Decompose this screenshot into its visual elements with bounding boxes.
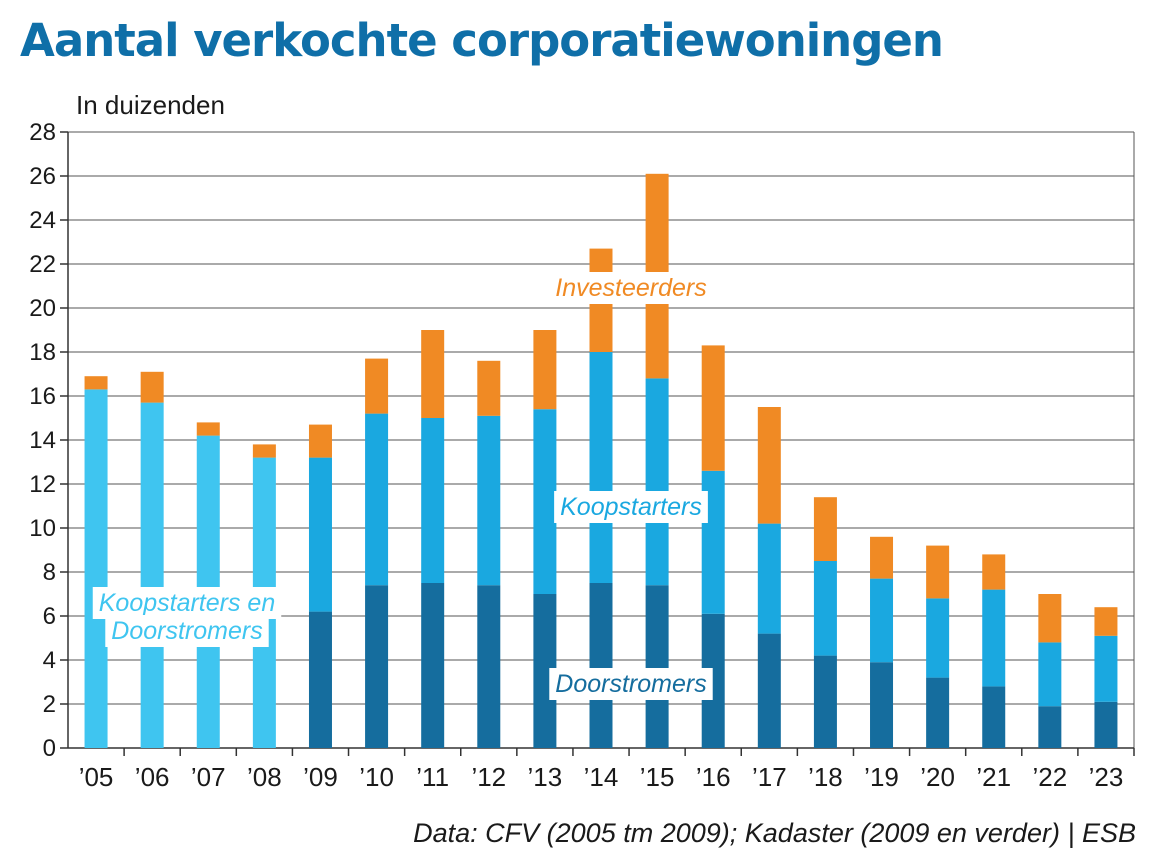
y-tick-label: 4 — [43, 647, 56, 674]
x-tick-label: ’12 — [471, 762, 506, 792]
bar-segment-doorstromers — [477, 585, 501, 748]
bar-segment-investeerders — [252, 444, 276, 458]
bar-segment-koopstarters — [1094, 635, 1118, 702]
bar-segment-doorstromers — [645, 585, 669, 748]
bar-segment-doorstromers — [533, 594, 557, 748]
y-axis-unit-label: In duizenden — [76, 90, 225, 120]
bar-segment-combined — [140, 402, 164, 748]
bar-segment-investeerders — [477, 360, 501, 416]
x-tick-label: ’10 — [359, 762, 394, 792]
y-tick-label: 12 — [29, 471, 56, 498]
bar-segment-investeerders — [870, 536, 894, 579]
y-tick-label: 22 — [29, 251, 56, 278]
bar-segment-koopstarters — [813, 561, 837, 656]
bar-segment-investeerders — [140, 371, 164, 403]
annotation-background — [549, 272, 713, 304]
bar-segment-doorstromers — [870, 662, 894, 748]
annotation-background — [554, 491, 708, 523]
y-tick-label: 2 — [43, 691, 56, 718]
bar-segment-investeerders — [701, 345, 725, 471]
y-tick-label: 14 — [29, 427, 56, 454]
bar-segment-doorstromers — [1094, 701, 1118, 748]
x-tick-label: ’15 — [640, 762, 675, 792]
bar-segment-koopstarters — [533, 409, 557, 594]
x-tick-label: ’18 — [808, 762, 843, 792]
y-tick-label: 10 — [29, 515, 56, 542]
y-tick-label: 0 — [43, 735, 56, 762]
bar-segment-doorstromers — [421, 583, 445, 748]
bar-segment-doorstromers — [757, 633, 781, 748]
series-annotation: Investeerders — [555, 274, 706, 302]
annotation-background — [105, 615, 269, 647]
bar-segment-koopstarters — [757, 523, 781, 634]
y-tick-label: 28 — [29, 119, 56, 146]
bar-segment-doorstromers — [701, 613, 725, 748]
y-tick-label: 20 — [29, 295, 56, 322]
bar-segment-investeerders — [365, 358, 389, 414]
x-tick-label: ’13 — [528, 762, 563, 792]
y-tick-label: 26 — [29, 163, 56, 190]
bar-segment-doorstromers — [589, 583, 613, 748]
bar-segment-doorstromers — [308, 611, 332, 748]
bar-segment-koopstarters — [421, 418, 445, 583]
bar-segment-investeerders — [982, 554, 1006, 590]
series-annotation: Koopstarters — [560, 493, 702, 521]
bar-segment-doorstromers — [1038, 706, 1062, 748]
bar-segment-koopstarters — [589, 352, 613, 583]
y-tick-label: 24 — [29, 207, 56, 234]
bar-segment-combined — [84, 389, 108, 748]
annotation-background — [92, 587, 282, 619]
x-tick-label: ’08 — [247, 762, 282, 792]
bar-segment-koopstarters — [982, 589, 1006, 687]
bar-segment-investeerders — [421, 330, 445, 418]
x-tick-label: ’16 — [696, 762, 731, 792]
bar-segment-investeerders — [1094, 607, 1118, 636]
annotation-background — [549, 668, 713, 700]
x-tick-label: ’19 — [864, 762, 899, 792]
bar-segment-koopstarters — [308, 457, 332, 612]
series-annotation: Koopstarters en — [99, 589, 276, 617]
bar-segment-koopstarters — [365, 413, 389, 586]
bar-segment-investeerders — [926, 545, 950, 599]
bar-segment-koopstarters — [870, 578, 894, 663]
bar-segment-investeerders — [196, 422, 220, 436]
source-note: Data: CFV (2005 tm 2009); Kadaster (2009… — [413, 818, 1136, 848]
bar-segment-investeerders — [308, 424, 332, 458]
x-tick-label: ’06 — [135, 762, 170, 792]
x-tick-label: ’11 — [416, 762, 449, 792]
x-tick-label: ’22 — [1032, 762, 1067, 792]
series-annotation: Doorstromers — [555, 670, 706, 698]
y-tick-label: 8 — [43, 559, 56, 586]
series-annotation: Doorstromers — [111, 617, 262, 645]
bar-segment-doorstromers — [982, 686, 1006, 748]
bar-segment-investeerders — [84, 376, 108, 390]
bar-segment-investeerders — [1038, 594, 1062, 643]
x-tick-label: ’09 — [303, 762, 338, 792]
bar-segment-investeerders — [533, 330, 557, 410]
bar-segment-koopstarters — [1038, 642, 1062, 707]
x-tick-label: ’14 — [584, 762, 619, 792]
bar-segment-koopstarters — [477, 415, 501, 586]
x-tick-label: ’07 — [191, 762, 226, 792]
bar-segment-koopstarters — [926, 598, 950, 678]
bar-segment-doorstromers — [926, 677, 950, 748]
chart-title: Aantal verkochte corporatiewoningen — [20, 14, 944, 67]
bar-segment-investeerders — [813, 497, 837, 561]
bar-segment-investeerders — [757, 407, 781, 524]
x-tick-label: ’21 — [976, 762, 1011, 792]
bar-segment-doorstromers — [365, 585, 389, 748]
x-tick-label: ’23 — [1089, 762, 1124, 792]
bar-segment-doorstromers — [813, 655, 837, 748]
x-tick-label: ’20 — [920, 762, 955, 792]
y-tick-label: 16 — [29, 383, 56, 410]
y-tick-label: 6 — [43, 603, 56, 630]
x-tick-label: ’17 — [752, 762, 787, 792]
x-tick-label: ’05 — [79, 762, 114, 792]
y-tick-label: 18 — [29, 339, 56, 366]
bar-segment-koopstarters — [645, 378, 669, 586]
